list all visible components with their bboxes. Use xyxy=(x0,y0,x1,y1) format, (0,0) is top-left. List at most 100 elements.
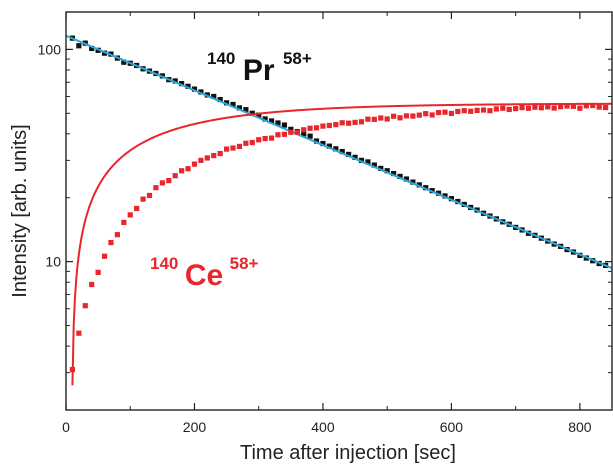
ce-data-point xyxy=(538,105,544,111)
ce-element-symbol: Ce xyxy=(185,259,223,292)
ce-data-point xyxy=(307,125,313,131)
ce-data-point xyxy=(358,119,365,125)
ce-data-point xyxy=(134,205,140,212)
ce-data-point xyxy=(551,105,557,111)
ce-data-point xyxy=(365,116,371,122)
ce-data-point xyxy=(268,135,275,141)
pr-data-point xyxy=(172,78,178,84)
pr-data-point xyxy=(243,107,249,113)
y-axis: 10 100 xyxy=(38,41,612,411)
ce-mass-number: 140 xyxy=(150,254,178,273)
pr-data-point xyxy=(307,133,313,139)
pr-data-point xyxy=(442,193,448,199)
ce-data-point xyxy=(519,104,525,111)
ce-data-point xyxy=(146,192,153,199)
y-tick-label: 100 xyxy=(38,41,62,57)
pr-data-point xyxy=(371,162,377,168)
ce-data-point xyxy=(590,102,596,109)
ce-data-point xyxy=(558,104,564,110)
pr-data-point xyxy=(223,100,230,106)
pr-data-point xyxy=(391,170,397,177)
ce-data-point xyxy=(500,105,506,111)
pr-series xyxy=(65,34,613,270)
ce-data-point xyxy=(179,168,185,174)
ce-data-point xyxy=(313,125,320,131)
ce-data-point xyxy=(448,110,455,117)
ce-data-point xyxy=(442,109,448,115)
ce-data-point xyxy=(320,123,326,129)
ce-data-point xyxy=(211,152,217,159)
ce-data-point xyxy=(378,115,384,121)
ce-data-point xyxy=(121,219,127,226)
ce-data-point xyxy=(577,105,583,111)
ce-data-point xyxy=(423,111,429,117)
plot-frame xyxy=(65,11,613,411)
ce-data-point xyxy=(127,212,133,218)
pr-data-point xyxy=(288,126,294,132)
ce-data-point xyxy=(564,103,570,109)
pr-data-point xyxy=(191,86,198,92)
ce-data-point xyxy=(326,122,332,129)
ce-data-point xyxy=(301,127,307,133)
ce-data-point xyxy=(243,140,249,146)
ce-data-point xyxy=(435,109,442,116)
ce-data-point xyxy=(525,105,532,111)
ce-data-point xyxy=(185,166,191,172)
ce-data-point xyxy=(403,113,410,119)
y-axis-title: Intensity [arb. units] xyxy=(9,124,31,297)
ce-data-point xyxy=(583,103,589,109)
ce-data-point xyxy=(198,157,204,163)
pr-fit-line xyxy=(65,34,613,270)
ce-data-point xyxy=(236,143,243,150)
ce-annotation: 140 Ce 58+ xyxy=(150,254,259,292)
ce-data-point xyxy=(545,104,551,110)
pr-data-point xyxy=(268,118,275,124)
pr-data-point xyxy=(352,154,358,160)
ce-data-point xyxy=(101,253,108,259)
pr-charge-state: 58+ xyxy=(283,49,312,68)
pr-data-point xyxy=(121,59,127,65)
ce-data-point xyxy=(275,132,281,138)
pr-data-point xyxy=(185,83,191,89)
pr-data-point xyxy=(236,105,243,111)
ce-data-point xyxy=(204,155,210,161)
pr-data-point xyxy=(179,80,185,87)
pr-data-point xyxy=(89,45,95,52)
ce-data-point xyxy=(474,107,480,113)
ce-data-point xyxy=(346,120,352,126)
pr-data-point xyxy=(320,140,326,147)
pr-data-point xyxy=(403,176,410,182)
pr-element-symbol: Pr xyxy=(243,54,275,87)
ce-data-point xyxy=(95,269,101,275)
ce-data-point xyxy=(333,122,339,128)
pr-data-point xyxy=(339,148,345,155)
ce-data-point xyxy=(217,150,223,157)
x-tick-label: 800 xyxy=(568,419,592,435)
ce-data-point xyxy=(513,106,519,112)
ce-data-point xyxy=(468,108,474,114)
ce-data-point xyxy=(493,106,499,112)
ce-data-point xyxy=(108,239,114,246)
x-tick-label: 600 xyxy=(440,419,464,435)
pr-data-point xyxy=(448,196,455,202)
plot-content xyxy=(65,34,613,386)
ce-data-point xyxy=(256,137,262,143)
ce-data-point xyxy=(76,330,82,336)
pr-data-point xyxy=(365,159,371,165)
ce-data-point xyxy=(397,115,403,121)
pr-data-point xyxy=(301,131,307,137)
ce-data-point xyxy=(249,139,255,146)
pr-data-point xyxy=(358,157,365,163)
pr-data-point xyxy=(262,116,268,122)
ce-data-point xyxy=(230,145,236,151)
pr-data-point xyxy=(410,179,416,185)
ce-data-point xyxy=(410,113,416,119)
pr-annotation: 140 Pr 58+ xyxy=(207,49,312,87)
ce-data-point xyxy=(384,116,390,122)
pr-data-point xyxy=(397,173,403,180)
ce-data-point xyxy=(281,131,287,137)
ce-data-point xyxy=(262,135,268,142)
pr-data-point xyxy=(346,151,352,158)
ce-data-point xyxy=(461,108,467,114)
